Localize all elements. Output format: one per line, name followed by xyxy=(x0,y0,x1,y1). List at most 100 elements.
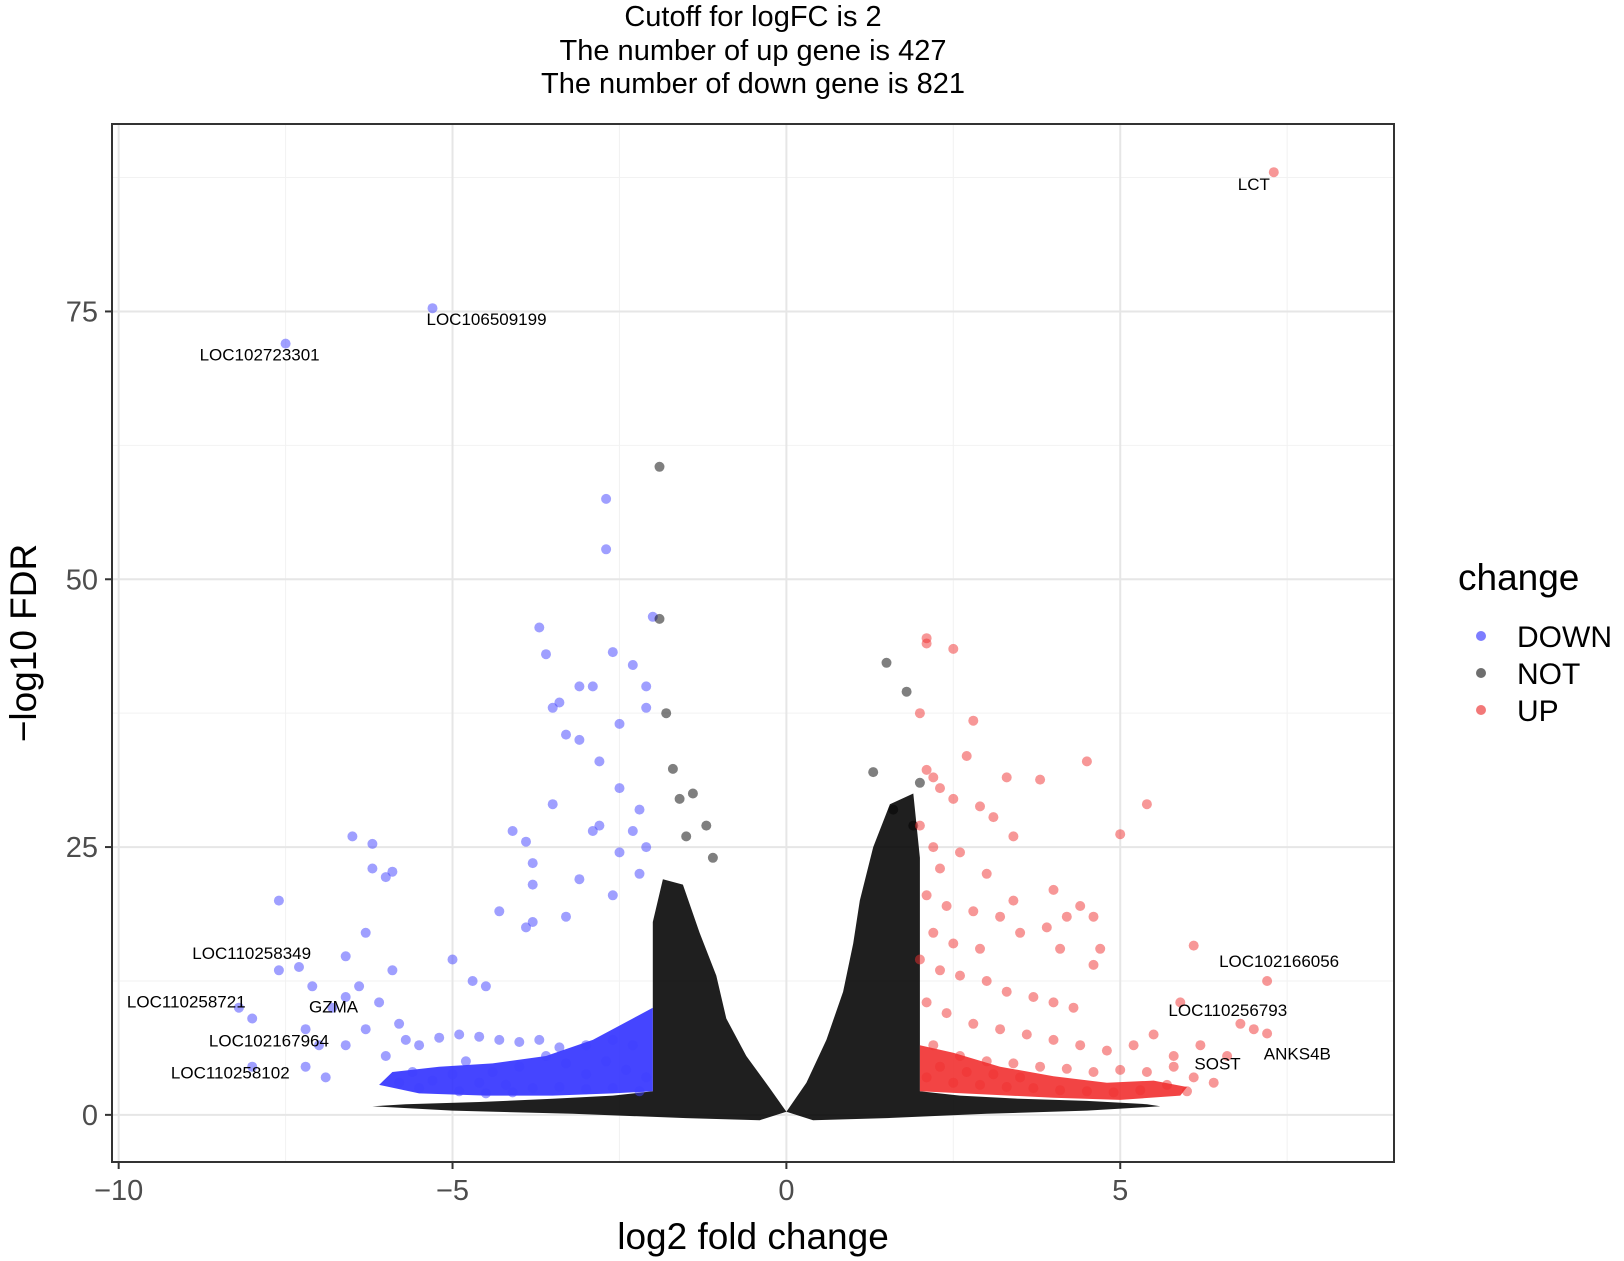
point-up xyxy=(1015,1072,1026,1083)
point-down xyxy=(614,783,625,794)
point-up xyxy=(968,906,979,917)
gene-label: GZMA xyxy=(309,998,359,1017)
gene-label: LOC102166056 xyxy=(1219,952,1339,971)
y-tick-label: 75 xyxy=(66,296,98,328)
point-down xyxy=(300,1024,311,1035)
point-down xyxy=(554,697,565,708)
point-up xyxy=(914,708,925,719)
point-up xyxy=(1015,927,1026,938)
gene-label: ANKS4B xyxy=(1264,1045,1331,1064)
point-down xyxy=(414,1083,425,1094)
point-up xyxy=(981,976,992,986)
point-up xyxy=(1028,992,1039,1002)
point-down xyxy=(601,544,612,555)
point-down xyxy=(554,1042,565,1053)
point-down xyxy=(574,681,585,692)
point-not xyxy=(674,793,685,804)
point-not xyxy=(701,820,712,831)
point-up xyxy=(935,965,945,976)
point-up xyxy=(1001,772,1012,783)
point-down xyxy=(507,826,518,836)
point-down xyxy=(247,1013,258,1024)
point-down xyxy=(534,622,545,633)
point-up xyxy=(1222,1051,1233,1061)
point-not xyxy=(707,852,718,863)
point-up xyxy=(1168,1051,1179,1061)
y-tick-label: 25 xyxy=(66,832,98,864)
point-down xyxy=(621,1064,632,1075)
point-up xyxy=(995,1024,1006,1035)
point-up xyxy=(948,793,959,804)
point-up xyxy=(968,1018,979,1029)
point-up xyxy=(1188,940,1199,951)
x-tick-label: −5 xyxy=(436,1175,469,1207)
point-down xyxy=(541,1051,551,1061)
point-up xyxy=(1001,1082,1012,1092)
point-down xyxy=(547,702,558,713)
point-down xyxy=(607,1034,618,1045)
point-up xyxy=(1048,884,1059,895)
point-down xyxy=(427,303,438,314)
point-up xyxy=(935,863,945,874)
point-down xyxy=(380,872,391,883)
point-up xyxy=(1041,922,1052,933)
point-down xyxy=(340,992,351,1002)
point-down xyxy=(400,1034,411,1045)
point-up xyxy=(921,890,932,901)
point-down xyxy=(601,1056,612,1067)
point-down xyxy=(414,1040,425,1051)
legend-label-down: DOWN xyxy=(1517,621,1612,654)
point-up xyxy=(1262,976,1273,986)
point-not xyxy=(888,804,899,815)
point-down xyxy=(494,1034,505,1045)
point-up xyxy=(975,1079,985,1090)
point-down xyxy=(434,1032,445,1043)
point-down xyxy=(273,965,284,976)
point-not xyxy=(881,657,892,668)
point-down xyxy=(367,863,378,874)
point-up xyxy=(1055,1085,1066,1096)
point-down xyxy=(561,911,571,922)
point-down xyxy=(360,927,371,938)
legend-key-up xyxy=(1476,705,1486,715)
point-down xyxy=(627,826,638,836)
point-down xyxy=(280,338,291,349)
point-up xyxy=(921,764,932,775)
point-down xyxy=(474,1031,485,1042)
point-down xyxy=(521,836,531,847)
point-up xyxy=(1081,1086,1092,1097)
point-up xyxy=(1035,774,1046,785)
point-down xyxy=(547,799,558,810)
title-line-1: Cutoff for logFC is 2 xyxy=(624,1,881,33)
point-up xyxy=(928,927,939,938)
point-down xyxy=(367,838,378,849)
point-up xyxy=(1135,1085,1146,1096)
point-up xyxy=(1268,167,1279,178)
point-not xyxy=(687,788,698,799)
point-down xyxy=(581,1040,592,1051)
point-down xyxy=(514,1061,525,1072)
point-up xyxy=(1008,895,1019,906)
point-down xyxy=(641,1072,652,1083)
gene-labels: LCT LOC106509199 LOC102723301 LOC110258349 L… xyxy=(127,175,1339,1082)
point-down xyxy=(480,981,491,992)
point-down xyxy=(527,879,538,890)
point-down xyxy=(587,681,598,692)
x-axis-ticks: −10 −5 0 5 xyxy=(94,1162,1128,1207)
point-up xyxy=(921,1072,932,1083)
point-not xyxy=(901,686,912,697)
point-up xyxy=(928,842,939,853)
y-axis-ticks: 0 25 50 75 xyxy=(66,296,112,1132)
gene-label: LOC110256793 xyxy=(1168,1001,1287,1020)
point-not xyxy=(681,831,692,842)
point-up xyxy=(1075,901,1086,911)
point-up xyxy=(1182,1086,1192,1097)
point-up xyxy=(961,1067,972,1077)
point-up xyxy=(1108,1087,1119,1098)
point-down xyxy=(574,734,585,745)
not-cloud-right xyxy=(786,793,1161,1121)
point-up xyxy=(935,1061,945,1072)
point-down xyxy=(347,831,358,842)
point-up xyxy=(975,801,985,812)
point-down xyxy=(294,962,304,972)
